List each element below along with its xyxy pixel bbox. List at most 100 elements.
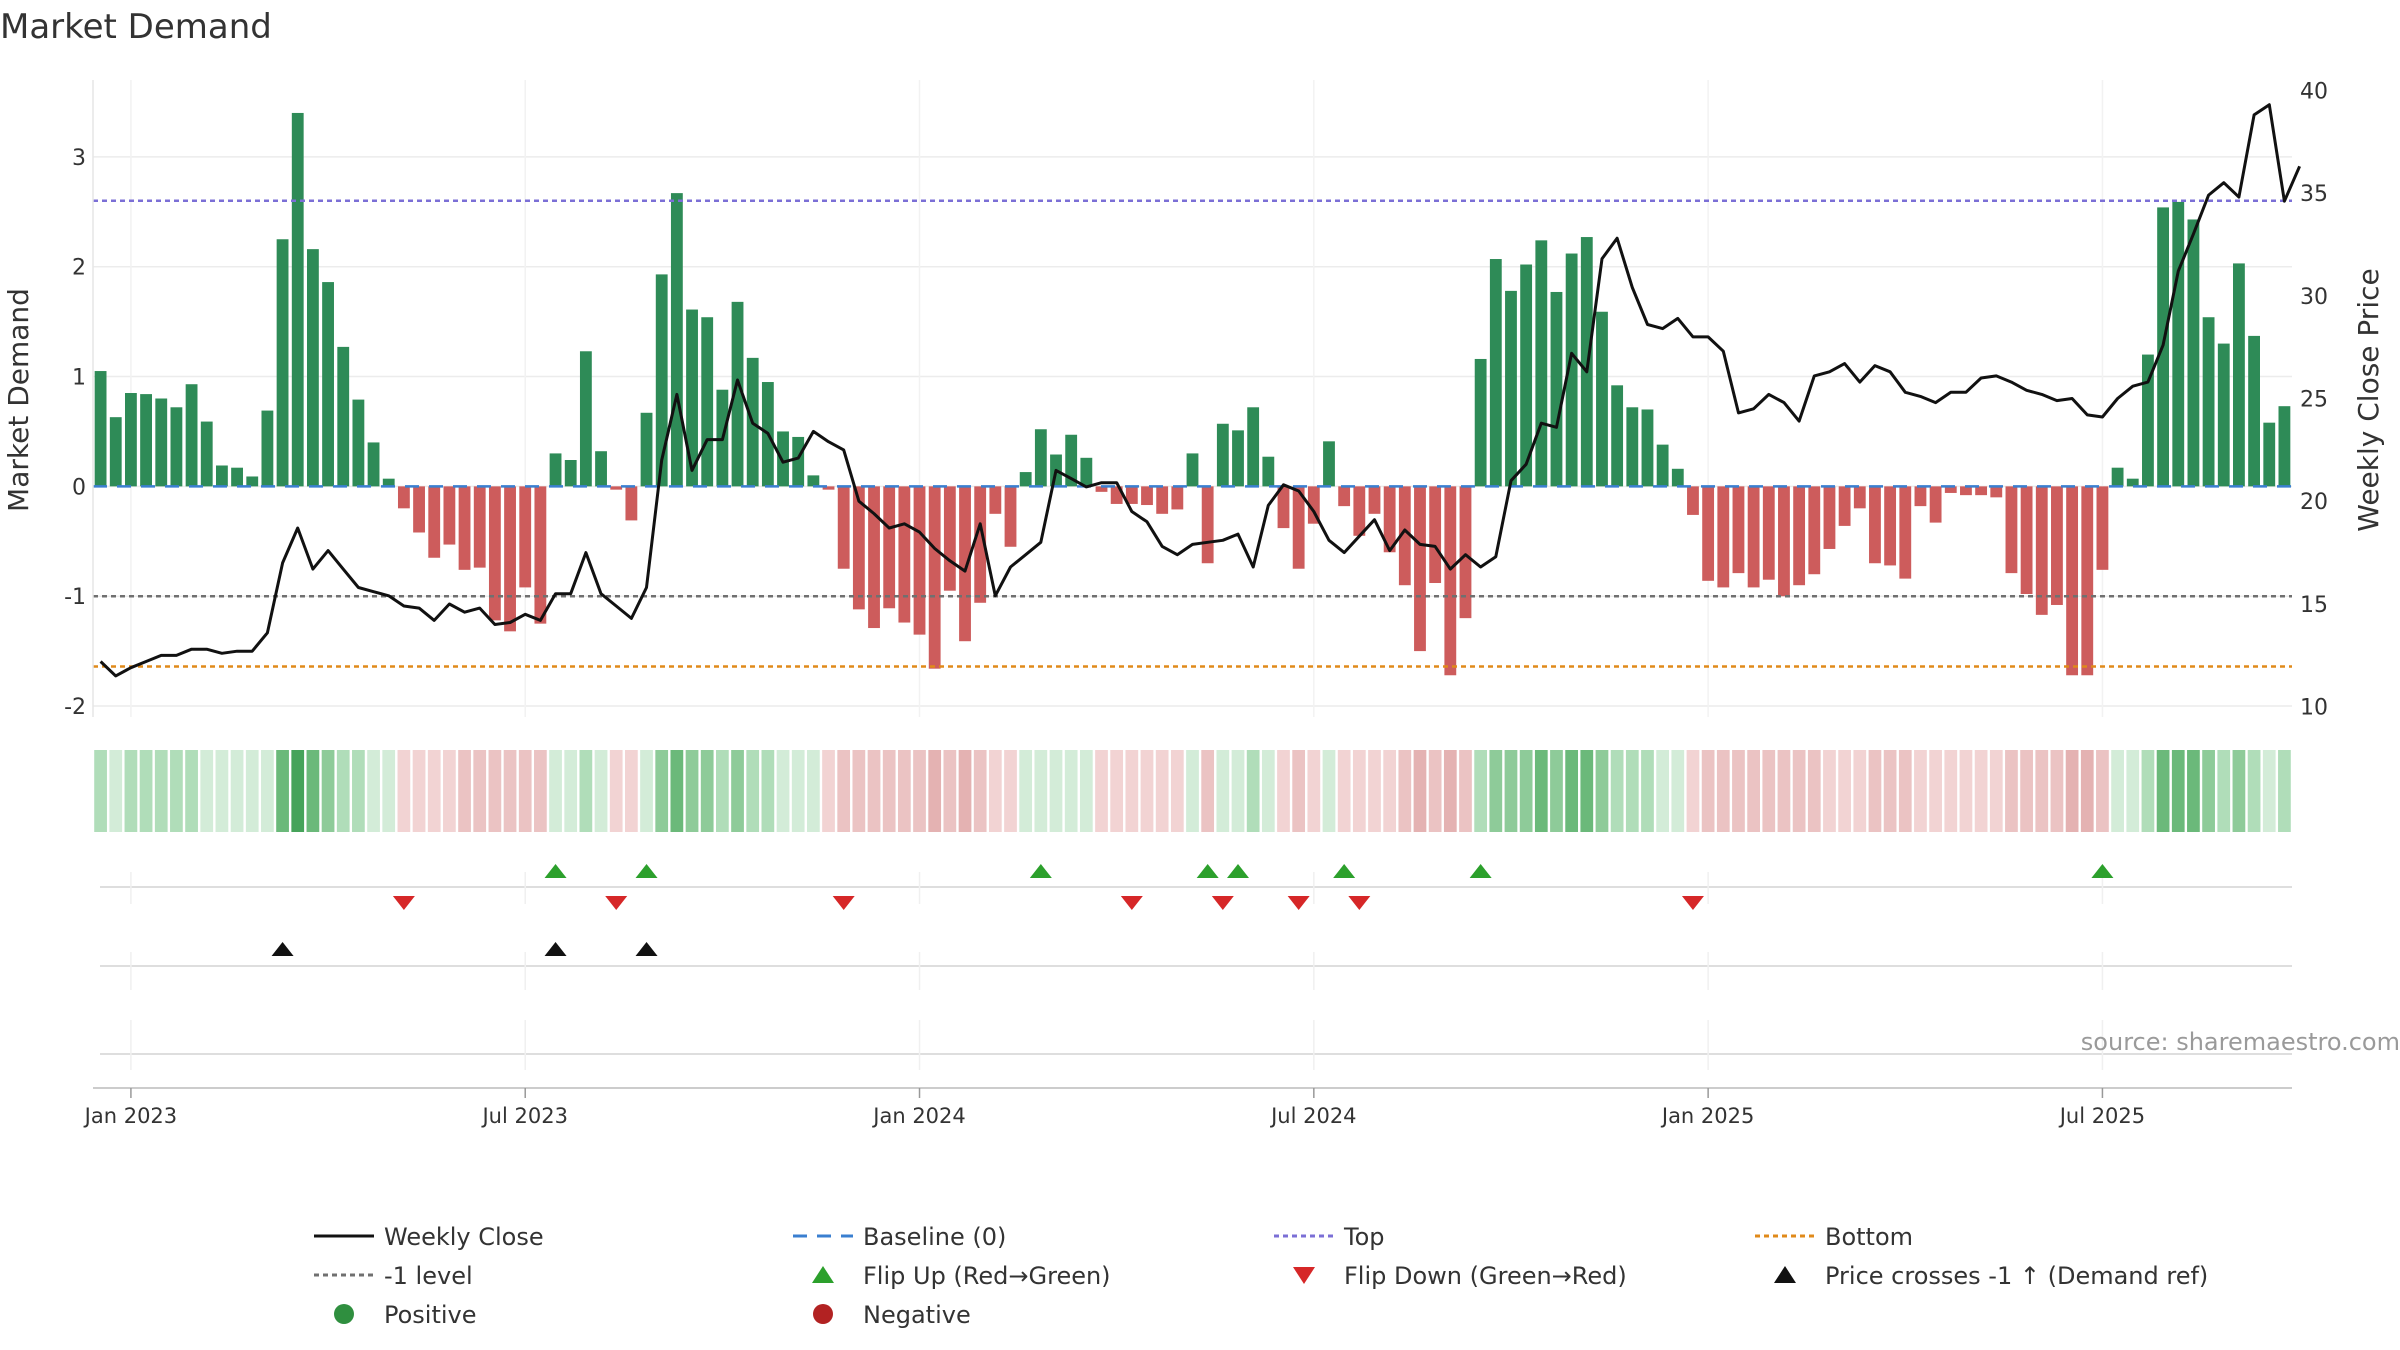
demand-bar — [1793, 486, 1806, 586]
demand-bar — [913, 486, 926, 635]
demand-bar — [1141, 486, 1153, 506]
demand-bar — [1383, 486, 1396, 553]
demand-bar — [883, 486, 896, 609]
strip-cell — [1095, 750, 1108, 832]
demand-bar — [1004, 486, 1017, 547]
demand-bar — [595, 451, 607, 487]
strip-cell — [306, 750, 320, 832]
demand-bar — [701, 317, 714, 487]
demand-bar — [989, 486, 1002, 514]
strip-cell — [2232, 750, 2246, 832]
strip-cell — [2065, 750, 2079, 832]
grid — [93, 80, 2292, 717]
demand-bar — [1990, 486, 2003, 498]
strip-cell — [988, 750, 1002, 832]
strip-cell — [1443, 750, 1457, 832]
demand-bar — [1459, 486, 1472, 619]
demand-bar — [170, 407, 183, 487]
strip-cell — [336, 750, 350, 832]
demand-bar — [959, 486, 971, 642]
demand-bar — [1019, 472, 1032, 487]
strip-cell — [958, 750, 972, 832]
demand-bar — [291, 112, 304, 487]
demand-bar — [2035, 486, 2048, 615]
strip-cell — [1868, 750, 1882, 832]
strip-cell — [458, 750, 471, 832]
demand-bar — [1095, 486, 1108, 492]
strip-cell — [276, 750, 289, 832]
axes: -2 -1 0 1 2 3 10 15 20 25 30 35 40 — [64, 79, 2328, 720]
demand-bar — [640, 412, 653, 487]
demand-bar — [1778, 486, 1790, 597]
strip-cell — [1504, 750, 1518, 832]
demand-bar — [1869, 486, 1881, 564]
demand-bar — [2172, 201, 2185, 487]
demand-bar — [2217, 343, 2230, 487]
demand-bar — [1929, 486, 1942, 523]
strip-cell — [1216, 750, 1230, 832]
demand-bar — [1687, 486, 1699, 515]
demand-bar — [777, 431, 789, 487]
demand-bar — [792, 436, 805, 487]
flip-up-marker — [1333, 864, 1356, 878]
demand-bar — [1717, 486, 1730, 588]
strip-cell — [1610, 750, 1624, 832]
strip-cell — [1641, 750, 1654, 832]
strip-cell — [185, 750, 198, 832]
strip-cell — [503, 750, 517, 832]
flip-down-marker — [1287, 896, 1310, 910]
demand-bar — [1201, 486, 1214, 564]
demand-bar — [473, 486, 486, 568]
demand-bar — [367, 442, 380, 487]
y-axis-left-label: Market Demand — [2, 288, 35, 512]
strip-cell — [2035, 750, 2049, 832]
y-tick-right: 10 — [2300, 696, 2328, 721]
strip-cell — [700, 750, 714, 832]
strip-cell — [1974, 750, 1988, 832]
demand-bar — [534, 486, 547, 624]
strip-cell — [109, 750, 123, 832]
strip-cell — [1989, 750, 2003, 832]
demand-bar — [1884, 486, 1897, 566]
strip-cell — [200, 750, 214, 832]
demand-bar — [837, 486, 850, 569]
strip-cell — [1261, 750, 1275, 832]
legend-swatch — [812, 1266, 834, 1283]
demand-bar — [822, 486, 835, 490]
price-cross-marker — [544, 942, 567, 956]
demand-bar — [1323, 441, 1335, 487]
strip-cell — [791, 750, 805, 832]
strip-cell — [2171, 750, 2185, 832]
flip-up-marker — [1029, 864, 1052, 878]
demand-bar — [1247, 407, 1260, 487]
strip-cell — [1489, 750, 1503, 832]
flip-down-marker — [605, 896, 628, 910]
demand-bar — [2187, 219, 2200, 487]
demand-bar — [428, 486, 441, 558]
chart-title: Market Demand — [0, 7, 272, 47]
demand-bar — [1762, 486, 1775, 580]
strip-cell — [1186, 750, 1199, 832]
strip-cell — [806, 750, 820, 832]
strip-cell — [594, 750, 608, 832]
strip-cell — [685, 750, 699, 832]
demand-bar — [519, 486, 532, 588]
flip-down-marker — [832, 896, 855, 910]
strip-cell — [245, 750, 259, 832]
strip-cell — [1534, 750, 1548, 832]
strip-cell — [1337, 750, 1351, 832]
demand-bar — [352, 399, 365, 487]
demand-bar — [1520, 264, 1533, 487]
demand-bar — [1338, 486, 1351, 507]
strip-cell — [1519, 750, 1533, 832]
strip-cell — [230, 750, 244, 832]
strip-cell — [1656, 750, 1670, 832]
strip-cell — [1170, 750, 1184, 832]
strip-cell — [1398, 750, 1412, 832]
demand-bar — [322, 282, 334, 487]
demand-bar — [625, 486, 638, 521]
y-tick-right: 15 — [2300, 593, 2328, 618]
strip-cell — [1565, 750, 1579, 832]
demand-bar — [1960, 486, 1972, 496]
strip-cell — [943, 750, 957, 832]
